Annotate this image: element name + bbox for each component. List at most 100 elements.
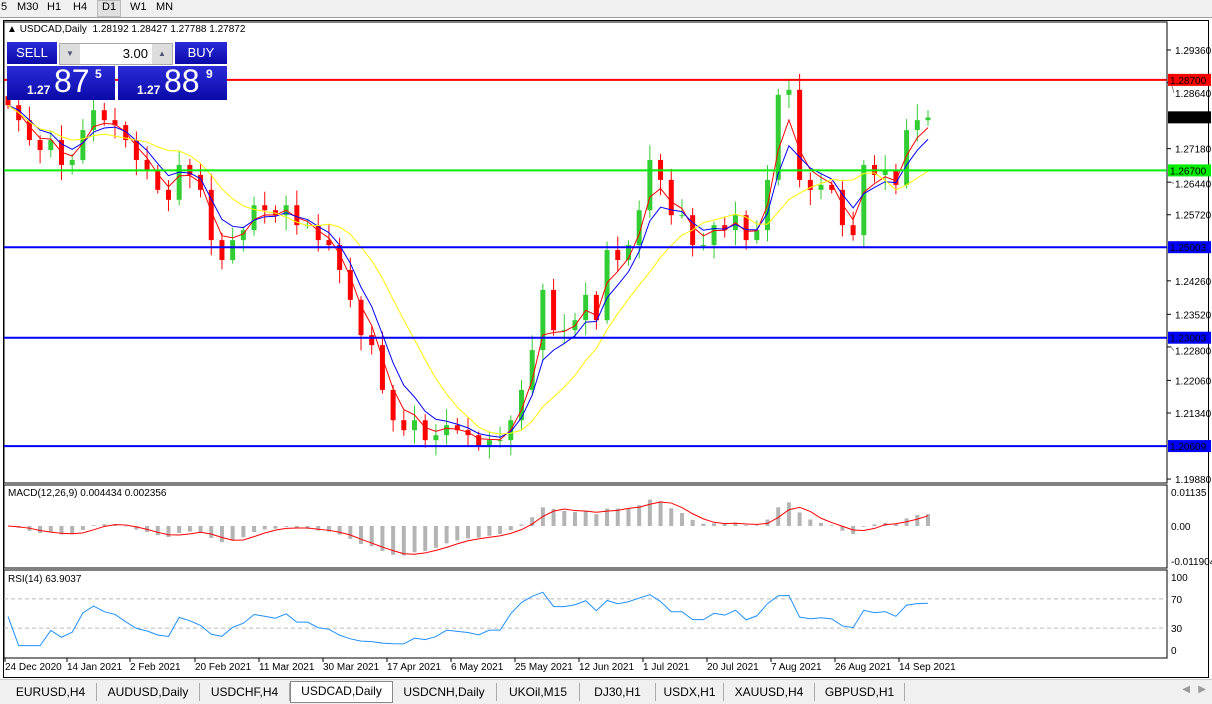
tab-usdcad-daily[interactable]: USDCAD,Daily (290, 681, 393, 703)
macd-histogram-bar (712, 523, 716, 526)
sell-price[interactable]: 1.27 87 5 (7, 66, 115, 100)
macd-histogram-bar (487, 526, 491, 536)
macd-histogram-bar (680, 513, 684, 526)
candle-body (498, 440, 503, 441)
sell-price-pip: 5 (95, 67, 102, 81)
sell-price-big: 87 (54, 63, 90, 100)
macd-histogram-bar (616, 508, 620, 526)
candle-body (776, 95, 781, 180)
date-tick-label: 14 Sep 2021 (899, 662, 956, 673)
tab-audusd-daily[interactable]: AUDUSD,Daily (97, 683, 200, 701)
candle-body (433, 435, 438, 440)
price-tick-label: 1.19880 (1175, 475, 1212, 486)
tab-usdcnh-daily[interactable]: USDCNH,Daily (392, 683, 497, 701)
candle-body (166, 190, 171, 200)
price-tick-label: 1.26440 (1175, 179, 1212, 190)
tab-usdx-h1[interactable]: USDX,H1 (656, 683, 724, 701)
lot-decrease-button[interactable]: ▼ (60, 44, 80, 64)
tab-ukoil-m15[interactable]: UKOil,M15 (497, 683, 580, 701)
buy-button[interactable]: BUY (175, 42, 227, 64)
macd-histogram-bar (92, 525, 96, 526)
macd-histogram-bar (188, 526, 192, 532)
lot-increase-button[interactable]: ▲ (152, 44, 172, 64)
macd-histogram-bar (455, 526, 459, 540)
macd-histogram-bar (38, 526, 42, 533)
candle-body (102, 110, 107, 120)
date-tick-label: 17 Apr 2021 (387, 662, 441, 673)
macd-tick-label: 0.00 (1171, 522, 1191, 533)
scroll-left-icon[interactable]: ◀ (1182, 684, 1190, 695)
candle-body (797, 90, 802, 180)
price-tick-label: 1.22060 (1175, 376, 1212, 387)
candle-body (915, 120, 920, 130)
candle-body (926, 117, 931, 120)
macd-histogram-bar (338, 526, 342, 535)
price-tick-leader (1171, 347, 1174, 351)
buy-price-prefix: 1.27 (137, 83, 160, 97)
macd-histogram-bar (263, 526, 267, 530)
sell-button[interactable]: SELL (7, 42, 57, 64)
buy-price[interactable]: 1.27 88 9 (118, 66, 227, 100)
candle-body (754, 230, 759, 240)
one-click-trading-panel: SELL ▼ 3.00 ▲ BUY 1.27 87 5 1.27 88 9 (7, 42, 227, 100)
price-tick-label: 1.21340 (1175, 409, 1212, 420)
macd-histogram-bar (477, 526, 481, 538)
tab-dj30-h1[interactable]: DJ30,H1 (580, 683, 656, 701)
macd-histogram-bar (220, 526, 224, 542)
macd-histogram-bar (915, 515, 919, 526)
macd-histogram-bar (199, 526, 203, 532)
macd-histogram-bar (177, 526, 181, 533)
price-tick-label: 1.23520 (1175, 310, 1212, 321)
candle-body (904, 130, 909, 185)
macd-histogram-bar (701, 524, 705, 526)
candle-body (401, 420, 406, 430)
date-tick-label: 24 Dec 2020 (5, 662, 62, 673)
tab-gbpusd-h1[interactable]: GBPUSD,H1 (815, 683, 905, 701)
macd-histogram-bar (573, 512, 577, 526)
candle-body (487, 440, 492, 445)
date-tick-label: 2 Feb 2021 (130, 662, 181, 673)
rsi-tick-label: 30 (1171, 624, 1183, 635)
date-tick-label: 25 May 2021 (515, 662, 573, 673)
symbol-label: USDCAD,Daily (20, 24, 87, 35)
scroll-right-icon[interactable]: ▶ (1198, 684, 1206, 695)
candle-body (551, 290, 556, 330)
macd-histogram-bar (413, 526, 417, 552)
macd-histogram-bar (637, 505, 641, 526)
candle-body (819, 185, 824, 190)
rsi-label: RSI(14) 63.9037 (8, 574, 81, 585)
macd-histogram-bar (798, 512, 802, 526)
macd-histogram-bar (445, 526, 449, 543)
macd-histogram-bar (284, 526, 288, 527)
buy-price-pip: 9 (206, 67, 213, 81)
date-tick-label: 1 Jul 2021 (643, 662, 690, 673)
candle-body (583, 295, 588, 320)
tab-usdchf-h4[interactable]: USDCHF,H4 (200, 683, 290, 701)
macd-histogram-bar (723, 524, 727, 526)
macd-histogram-bar (873, 524, 877, 526)
macd-histogram-bar (81, 526, 85, 530)
tab-xauusd-h4[interactable]: XAUUSD,H4 (724, 683, 815, 701)
macd-histogram-bar (434, 526, 438, 548)
buy-price-big: 88 (164, 63, 200, 100)
candle-body (861, 165, 866, 235)
candle-body (605, 250, 610, 320)
moving-average-line (8, 105, 928, 434)
candle-body (412, 420, 417, 430)
price-tick-label: 1.28640 (1175, 89, 1212, 100)
macd-histogram-bar (626, 508, 630, 526)
price-tick-label: 1.25720 (1175, 211, 1212, 222)
macd-histogram-bar (819, 523, 823, 526)
macd-histogram-bar (659, 501, 663, 526)
chart-canvas[interactable]: 1.293601.286401.271801.264401.257201.242… (0, 0, 1212, 680)
candle-body (70, 160, 75, 165)
macd-histogram-bar (359, 526, 363, 544)
lot-size-input[interactable]: 3.00 (123, 46, 148, 61)
date-tick-label: 20 Jul 2021 (707, 662, 759, 673)
level-price-label: 1.20609 (1170, 442, 1207, 453)
macd-histogram-bar (584, 511, 588, 526)
date-tick-label: 26 Aug 2021 (835, 662, 892, 673)
tab-eurusd-h4[interactable]: EURUSD,H4 (5, 683, 97, 701)
candle-body (679, 215, 684, 216)
candle-body (701, 245, 706, 246)
